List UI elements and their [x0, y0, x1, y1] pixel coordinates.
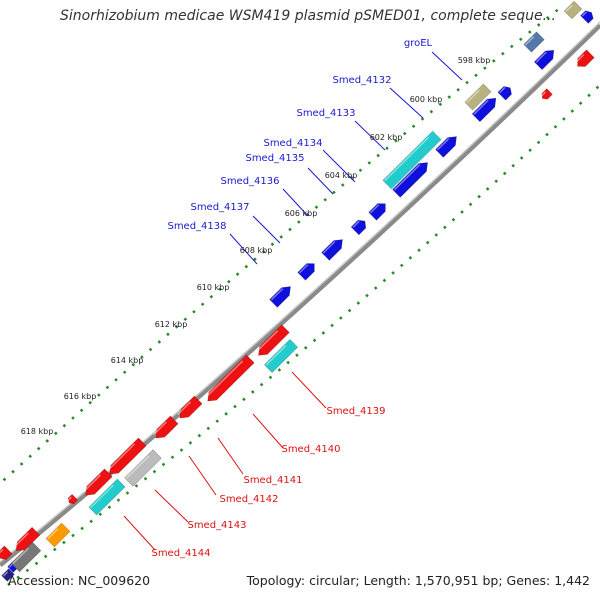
cds-reverse[interactable]	[0, 545, 13, 562]
cds-reverse[interactable]	[66, 493, 79, 505]
misc-feature[interactable]	[1, 568, 15, 582]
leader-line	[154, 489, 189, 523]
cds-reverse[interactable]	[540, 88, 553, 102]
tick-label: 608 kbp	[240, 246, 273, 255]
leader-line	[252, 215, 281, 244]
genome-backbone-highlight	[0, 21, 600, 563]
cds-forward[interactable]	[392, 159, 431, 198]
rna-feature[interactable]	[88, 478, 126, 516]
pseudo-feature[interactable]	[124, 449, 162, 487]
leader-line	[389, 87, 424, 119]
leader-line	[229, 233, 258, 265]
misc-feature[interactable]	[45, 522, 71, 548]
leader-line	[252, 413, 284, 449]
cds-forward[interactable]	[533, 46, 557, 71]
trna-feature[interactable]	[464, 83, 492, 111]
map-title: Sinorhizobium medicae WSM419 plasmid pSM…	[60, 8, 556, 24]
leader-line	[217, 437, 244, 475]
cds-reverse[interactable]	[574, 49, 595, 70]
misc-feature[interactable]	[523, 31, 545, 53]
rna-feature[interactable]	[263, 339, 299, 373]
leader-line	[354, 120, 386, 151]
pseudo-feature[interactable]	[10, 541, 42, 573]
gene-label-reverse[interactable]: Smed_4142	[219, 494, 278, 505]
outer-tick-ring	[0, 6, 561, 486]
cds-forward[interactable]	[269, 283, 295, 308]
gene-label-reverse[interactable]: Smed_4140	[281, 444, 340, 455]
cds-reverse[interactable]	[106, 437, 147, 478]
cds-reverse[interactable]	[204, 354, 255, 405]
gene-label-reverse[interactable]: Smed_4139	[326, 406, 385, 417]
gene-label-forward[interactable]: Smed_4134	[263, 138, 322, 149]
leader-line	[307, 167, 334, 195]
leader-line	[123, 515, 156, 551]
gene-label-forward[interactable]: Smed_4137	[190, 202, 249, 213]
label-leader-lines	[123, 51, 463, 551]
cds-forward[interactable]	[321, 236, 347, 261]
cds-forward[interactable]	[350, 217, 369, 236]
cds-forward[interactable]	[497, 84, 514, 101]
cds-reverse[interactable]	[152, 415, 179, 442]
tick-label: 598 kbp	[458, 56, 491, 65]
topology-summary: Topology: circular; Length: 1,570,951 bp…	[246, 573, 590, 588]
cds-forward[interactable]	[368, 200, 390, 221]
accession-text: Accession: NC_009620	[8, 573, 151, 588]
gene-label-forward[interactable]: groEL	[404, 38, 433, 49]
gene-label-forward[interactable]: Smed_4136	[220, 176, 279, 187]
forward-strand-features	[7, 0, 596, 573]
leader-line	[282, 188, 309, 217]
tick-label: 612 kbp	[155, 320, 188, 329]
genome-backbone	[0, 23, 600, 567]
tick-labels: 598 kbp 600 kbp 602 kbp 604 kbp 606 kbp 608 k…	[21, 56, 491, 436]
reverse-strand-features	[0, 49, 595, 582]
cds-forward[interactable]	[580, 9, 596, 24]
tick-label: 600 kbp	[410, 95, 443, 104]
tick-label: 616 kbp	[64, 392, 97, 401]
rna-feature[interactable]	[382, 130, 442, 190]
gene-label-forward[interactable]: Smed_4132	[332, 75, 391, 86]
leader-line	[431, 51, 463, 81]
gene-label-reverse[interactable]: Smed_4144	[151, 548, 210, 559]
cds-reverse[interactable]	[12, 526, 41, 555]
gene-label-forward[interactable]: Smed_4135	[245, 153, 304, 164]
gene-labels: groEL Smed_4132 Smed_4133 Smed_4134 Smed_413…	[151, 38, 432, 559]
cds-forward[interactable]	[435, 133, 461, 158]
leader-line	[322, 149, 356, 183]
leader-line	[291, 371, 327, 409]
gene-label-forward[interactable]: Smed_4138	[167, 221, 226, 232]
gene-label-forward[interactable]: Smed_4133	[296, 108, 355, 119]
cds-reverse[interactable]	[176, 395, 203, 422]
tick-label: 610 kbp	[197, 283, 230, 292]
tick-label: 602 kbp	[370, 133, 403, 142]
tick-label: 618 kbp	[21, 427, 54, 436]
cds-forward[interactable]	[297, 260, 319, 281]
cds-forward[interactable]	[471, 94, 500, 123]
tick-label: 604 kbp	[325, 171, 358, 180]
gene-label-reverse[interactable]: Smed_4141	[243, 475, 302, 486]
trna-feature[interactable]	[563, 0, 583, 20]
gene-label-reverse[interactable]: Smed_4143	[187, 520, 246, 531]
cds-reverse[interactable]	[82, 468, 113, 499]
leader-line	[188, 455, 217, 496]
tick-label: 614 kbp	[111, 356, 144, 365]
tick-label: 606 kbp	[285, 209, 318, 218]
cds-reverse[interactable]	[255, 324, 290, 360]
